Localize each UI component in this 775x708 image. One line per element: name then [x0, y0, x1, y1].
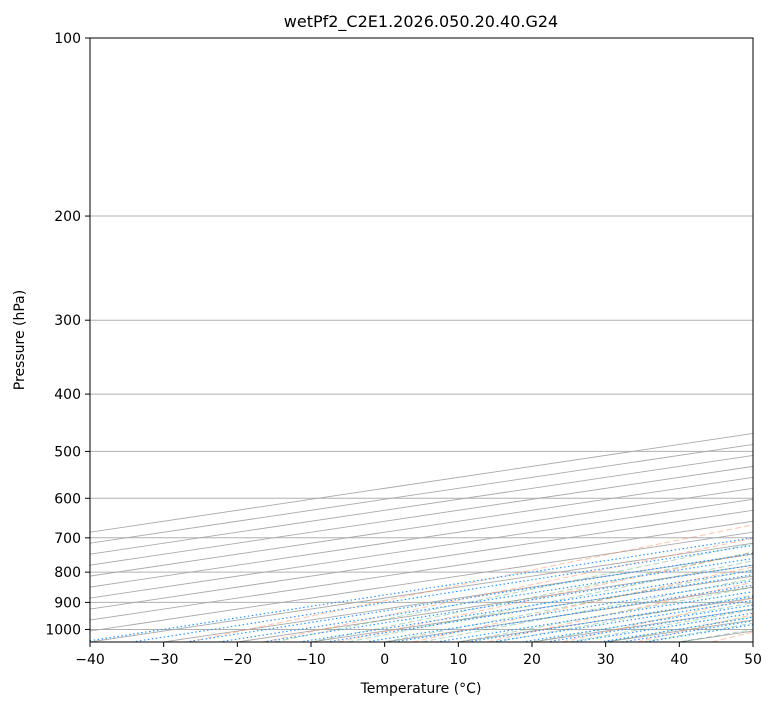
axis-ticks: −40 −30 −20 −10 0 10 20 30 40 50 100 200 300 400 500 60… — [45, 31, 762, 668]
mixing-ratio-line — [546, 608, 753, 642]
mixing-ratio-line — [522, 604, 753, 642]
isotherm-line — [90, 476, 753, 577]
isotherm-line — [90, 509, 753, 610]
isotherm-line — [90, 443, 753, 544]
y-tick-label: 400 — [54, 387, 81, 403]
mixing-ratio-line — [218, 557, 753, 642]
moist-adiabat-line — [458, 586, 753, 642]
x-tick-label: 40 — [670, 652, 688, 668]
y-tick-label: 500 — [54, 444, 81, 460]
mixing-ratio-line — [467, 595, 753, 642]
x-tick-label: −40 — [75, 652, 105, 668]
mixing-ratio-line — [492, 599, 753, 642]
y-tick-label: 800 — [54, 565, 81, 581]
moist-adiabat-line — [274, 543, 753, 642]
moist-adiabat-line — [310, 551, 753, 642]
moist-adiabat-line — [384, 569, 753, 642]
y-tick-label: 100 — [54, 31, 81, 47]
x-tick-label: 0 — [380, 652, 389, 668]
chart-title: wetPf2_C2E1.2026.050.20.40.G24 — [284, 12, 558, 32]
isotherm-line — [90, 465, 753, 566]
x-tick-label: −10 — [296, 652, 326, 668]
mixing-ratio-line — [131, 544, 753, 642]
y-tick-label: 900 — [54, 595, 81, 611]
plot-frame — [89, 37, 754, 643]
x-tick-label: −20 — [223, 652, 253, 668]
moist-adiabat-line — [495, 594, 753, 642]
y-axis-label: Pressure (hPa) — [12, 290, 28, 390]
plot-area: -100-90-80-70-60-50-40-30-20-100.10.20.4… — [90, 38, 753, 642]
mixing-ratio-line — [90, 537, 753, 642]
x-tick-label: 50 — [744, 652, 762, 668]
x-tick-label: 30 — [597, 652, 615, 668]
isotherm-line — [90, 520, 753, 621]
y-tick-label: 1000 — [45, 622, 81, 638]
x-axis-label: Temperature (°C) — [360, 681, 482, 697]
y-tick-label: 600 — [54, 491, 81, 507]
mixing-ratio-line — [572, 612, 753, 642]
x-tick-label: 20 — [523, 652, 541, 668]
isotherm-line — [90, 454, 753, 555]
isotherm-line — [90, 531, 753, 632]
y-tick-label: 700 — [54, 531, 81, 547]
x-tick-label: −30 — [149, 652, 179, 668]
isotherm-line — [90, 498, 753, 599]
isotherm-line — [90, 487, 753, 588]
x-tick-label: 10 — [449, 652, 467, 668]
y-tick-label: 200 — [54, 209, 81, 225]
y-tick-label: 300 — [54, 313, 81, 329]
